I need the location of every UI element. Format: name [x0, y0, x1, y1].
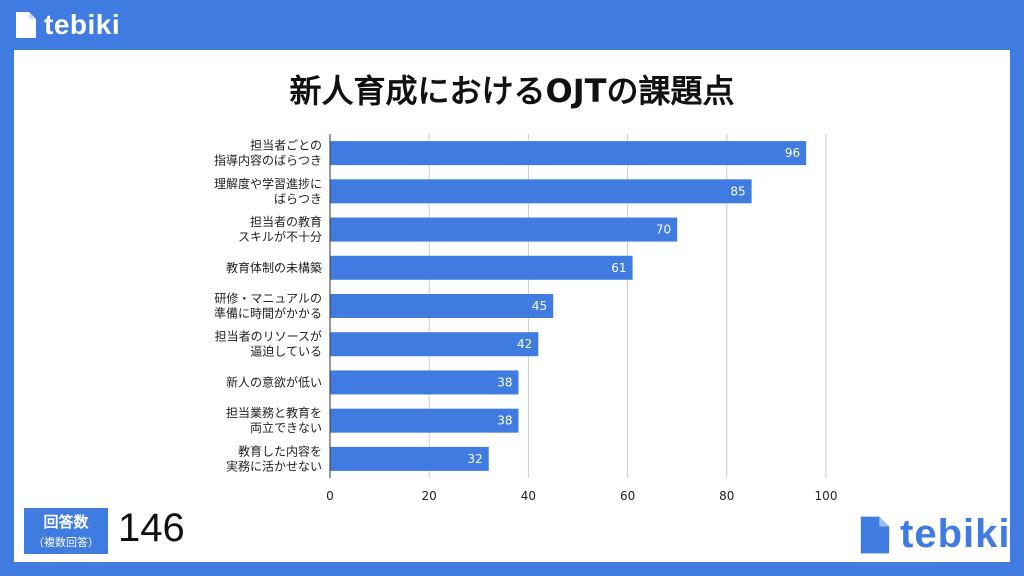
x-tick-label: 0 [326, 489, 334, 503]
bar-value-label: 85 [730, 184, 745, 198]
respondents-count: 146 [118, 506, 185, 550]
tebiki-logo-icon [860, 516, 890, 553]
footer-logo-text: tebiki [900, 512, 1011, 556]
x-tick-label: 100 [815, 489, 838, 503]
category-label: 担当者ごとの指導内容のばらつき [214, 138, 322, 168]
category-label: 担当者の教育スキルが不十分 [238, 214, 322, 244]
header-logo: tebiki [14, 9, 120, 41]
category-label: 研修・マニュアルの準備に時間がかかる [214, 291, 322, 321]
x-tick-label: 40 [521, 489, 536, 503]
respondents-badge: 回答数 （複数回答） [24, 508, 108, 554]
bar [330, 255, 633, 280]
bar [330, 408, 519, 433]
chart-title: 新人育成におけるOJTの課題点 [289, 72, 735, 110]
bar [330, 294, 554, 318]
header-logo-text: tebiki [44, 9, 121, 40]
category-label: 教育した内容を実務に活かせない [226, 443, 322, 473]
x-tick-label: 80 [719, 489, 734, 503]
bar-value-label: 61 [611, 261, 626, 275]
bar-value-label: 38 [497, 414, 512, 428]
footer-logo: tebiki [858, 512, 1010, 557]
tebiki-logo-icon [16, 12, 36, 38]
bar [330, 332, 539, 357]
bar [330, 141, 807, 166]
category-label: 担当業務と教育を両立できない [226, 405, 322, 435]
category-label: 教育体制の未構築 [226, 260, 322, 275]
bar-value-label: 70 [656, 223, 671, 237]
bar-value-label: 96 [785, 146, 800, 160]
category-label: 新人の意欲が低い [226, 374, 322, 389]
category-label: 理解度や学習進捗にばらつき [214, 176, 322, 206]
bar-value-label: 32 [467, 452, 482, 466]
bar-chart: 96 担当者ごとの指導内容のばらつき 85 理解度や学習進捗にばらつき 70 担当者の教育… [214, 134, 838, 503]
bar [330, 217, 678, 242]
bar-value-label: 38 [497, 375, 512, 389]
respondents-sublabel: （複数回答） [33, 536, 99, 549]
respondents-label: 回答数 [43, 513, 89, 531]
bar-value-label: 42 [517, 337, 532, 351]
chart-panel: 新人育成におけるOJTの課題点 96 担当者ごとの指導内容のばらつき 85 理解度や学… [14, 50, 1010, 562]
bar [330, 446, 489, 471]
bar [330, 179, 752, 204]
bar [330, 370, 519, 395]
x-tick-label: 20 [422, 489, 437, 503]
category-label: 担当者のリソースが逼迫している [215, 329, 322, 359]
x-tick-label: 60 [620, 489, 635, 503]
bar-value-label: 45 [532, 299, 547, 313]
